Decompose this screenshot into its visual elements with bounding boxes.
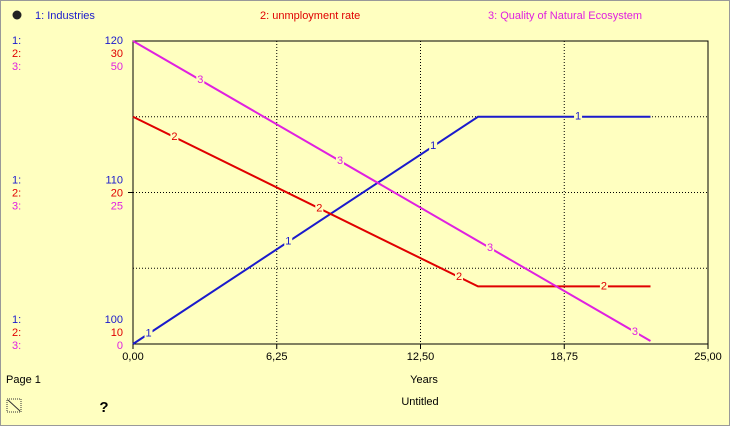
line-marker: 3 xyxy=(632,326,638,338)
x-tick-label: 0,00 xyxy=(122,351,143,363)
legend-entry: 3: Quality of Natural Ecosystem xyxy=(488,10,642,22)
marker-bg xyxy=(196,73,205,86)
line-marker: 2 xyxy=(456,271,462,283)
y-tick-label: 30 xyxy=(111,48,123,60)
line-marker: 1 xyxy=(145,328,151,340)
y-tick-label: 10 xyxy=(111,327,123,339)
line-marker: 1 xyxy=(575,111,581,123)
y-axis-prefix: 1: xyxy=(12,35,21,47)
marker-bg xyxy=(574,110,583,123)
y-tick-label: 50 xyxy=(111,61,123,73)
y-tick-label: 0 xyxy=(117,340,123,352)
legend-entry: 1: Industries xyxy=(35,10,95,22)
lock-icon[interactable] xyxy=(6,398,22,413)
y-axis-prefix: 2: xyxy=(12,48,21,60)
line-marker: 3 xyxy=(487,242,493,254)
x-axis-label: Years xyxy=(410,374,438,386)
y-tick-label: 20 xyxy=(111,187,123,199)
x-tick-label: 6,25 xyxy=(266,351,287,363)
help-button[interactable]: ? xyxy=(99,399,108,416)
y-tick-label: 25 xyxy=(111,200,123,212)
y-tick-label: 120 xyxy=(105,35,123,47)
y-axis-prefix: 3: xyxy=(12,61,21,73)
x-tick-label: 12,50 xyxy=(407,351,435,363)
marker-bg xyxy=(170,131,179,144)
marker-bg xyxy=(599,280,608,293)
document-title: Untitled xyxy=(401,396,438,408)
line-marker: 1 xyxy=(430,140,436,152)
series-line xyxy=(132,115,651,288)
y-tick-label: 100 xyxy=(105,314,123,326)
x-tick-label: 18,75 xyxy=(550,351,578,363)
marker-bg xyxy=(630,325,639,338)
y-axis-prefix: 1: xyxy=(12,314,21,326)
x-tick-label: 25,00 xyxy=(694,351,722,363)
line-marker: 1 xyxy=(285,236,291,248)
marker-bg xyxy=(144,327,153,340)
marker-bg xyxy=(284,235,293,248)
line-marker: 3 xyxy=(337,155,343,167)
series-line xyxy=(132,40,652,342)
marker-bg xyxy=(486,241,495,254)
marker-bg xyxy=(429,140,438,153)
y-axis-prefix: 3: xyxy=(12,200,21,212)
y-tick-label: 110 xyxy=(105,174,123,186)
line-marker: 2 xyxy=(316,202,322,214)
line-marker: 2 xyxy=(601,280,607,292)
series-line xyxy=(132,115,651,345)
line-marker: 2 xyxy=(171,131,177,143)
page-label: Page 1 xyxy=(6,374,41,386)
y-axis-prefix: 2: xyxy=(12,327,21,339)
marker-bg xyxy=(315,202,324,215)
pin-icon[interactable] xyxy=(12,10,22,20)
y-axis-prefix: 2: xyxy=(12,187,21,199)
y-axis-prefix: 1: xyxy=(12,174,21,186)
marker-bg xyxy=(455,271,464,284)
y-axis-prefix: 3: xyxy=(12,340,21,352)
legend-entry: 2: unmployment rate xyxy=(260,10,360,22)
line-marker: 3 xyxy=(197,74,203,86)
marker-bg xyxy=(336,154,344,167)
